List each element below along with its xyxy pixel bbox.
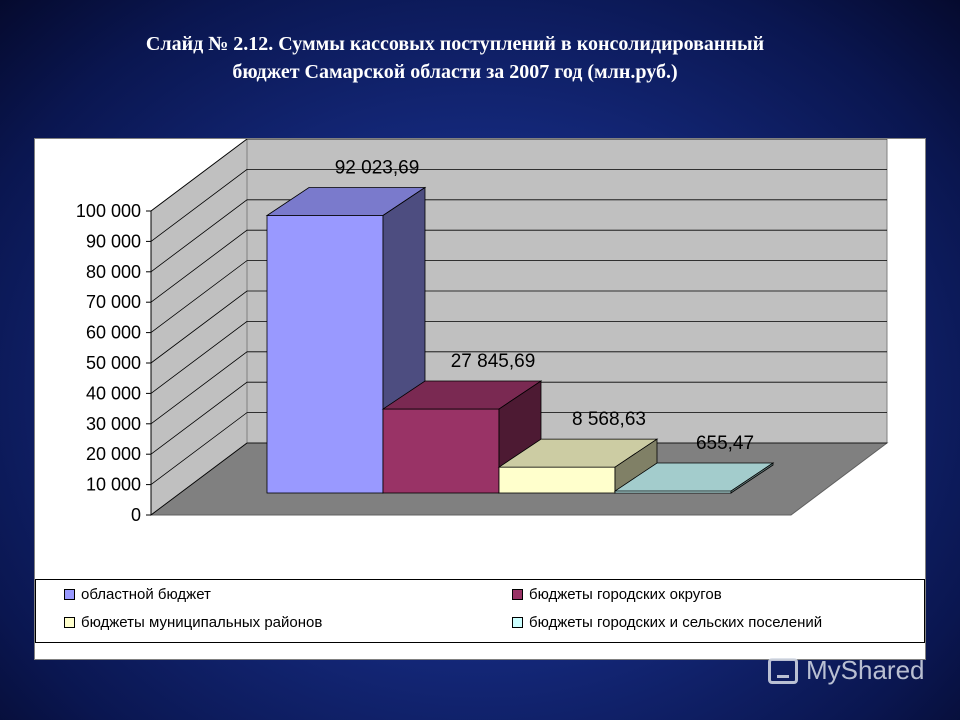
presentation-icon [768,657,798,684]
bar-side [730,462,774,494]
y-tick-label: 80 000 [86,262,141,282]
data-label: 92 023,69 [335,157,420,178]
legend-label: областной бюджет [81,586,211,603]
legend-swatch [512,617,523,628]
bar [498,466,616,494]
y-tick-label: 100 000 [76,201,141,221]
data-label: 27 845,69 [451,351,536,372]
y-tick-label: 50 000 [86,353,141,373]
legend-label: бюджеты муниципальных районов [81,614,323,631]
legend-swatch [64,589,75,600]
chart-legend: областной бюджет бюджеты городских округо… [35,579,925,643]
y-tick-label: 0 [131,505,141,525]
title-line-1: Слайд № 2.12. Суммы кассовых поступлений… [145,33,765,55]
gridline [150,381,887,455]
data-label: 655,47 [696,433,754,454]
gridline [150,412,887,485]
y-tick-label: 30 000 [86,414,141,434]
gridline [150,168,887,242]
legend-swatch [64,617,75,628]
y-tick-label: 70 000 [86,292,141,312]
watermark-text: MyShared [806,655,925,685]
y-tick-label: 60 000 [86,323,141,343]
gridline [150,290,887,364]
bar [266,215,384,494]
legend-label: бюджеты городских округов [529,586,722,603]
chart-panel: 0 10 000 20 000 30 000 40 000 50 000 60 000 70 … [34,138,926,660]
gridline [150,260,887,333]
legend-item: бюджеты городских и сельских поселений [512,614,822,631]
gridline [150,139,887,212]
gridline [150,351,887,425]
watermark: MyShared [768,655,925,686]
legend-item: бюджеты городских округов [512,586,722,603]
gridline [150,320,887,394]
slide-title: Слайд № 2.12. Суммы кассовых поступлений… [60,30,850,86]
legend-label: бюджеты городских и сельских поселений [529,614,823,631]
gridline [150,229,887,303]
bar-chart: 0 10 000 20 000 30 000 40 000 50 000 60 000 70 … [76,139,889,525]
gridline [150,442,887,516]
legend-item: бюджеты муниципальных районов [64,614,322,631]
y-tick-label: 40 000 [86,383,141,403]
y-tick-label: 90 000 [86,231,141,251]
y-tick-label: 10 000 [86,475,141,495]
title-line-2: бюджет Самарской области за 2007 год (мл… [232,61,678,83]
gridline [150,199,887,273]
legend-swatch [512,589,523,600]
legend-item: областной бюджет [64,586,211,603]
bar [382,408,500,494]
data-label: 8 568,63 [572,409,646,430]
y-tick-label: 20 000 [86,444,141,464]
